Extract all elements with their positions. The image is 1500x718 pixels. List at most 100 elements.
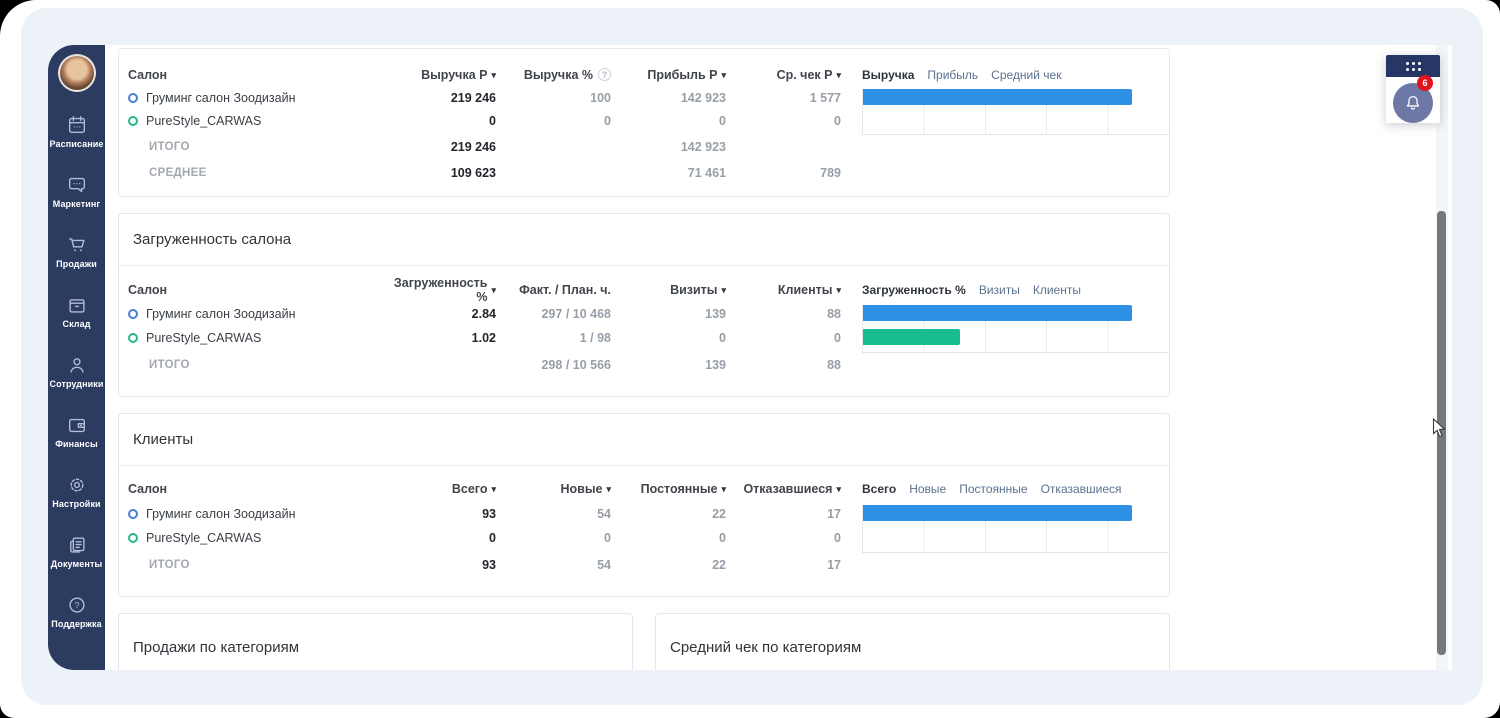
column-header-revenue-pct[interactable]: Выручка %	[502, 68, 617, 82]
column-label: Постоянные	[640, 482, 718, 496]
column-header-new[interactable]: Новые	[502, 482, 617, 496]
avatar[interactable]	[58, 54, 96, 92]
sort-icon	[487, 68, 496, 82]
main-content: Салон Выручка Р Выручка % Прибыль Р Ср. …	[105, 45, 1452, 670]
legend-tab-revenue[interactable]: Выручка	[862, 67, 915, 82]
chart-bar	[863, 89, 1133, 105]
column-header-total[interactable]: Всего	[387, 482, 502, 496]
sidebar-item-finance[interactable]: Финансы	[48, 407, 105, 467]
sidebar-item-label: Настройки	[52, 499, 101, 509]
sort-icon	[832, 283, 841, 297]
sidebar-item-label: Поддержка	[51, 619, 102, 629]
card-title: Продажи по категориям	[133, 639, 300, 656]
cell-value: 0	[719, 331, 726, 345]
cell-value: 17	[827, 507, 841, 521]
column-header-visits[interactable]: Визиты	[617, 283, 732, 297]
table-row: PureStyle_CARWAS 0 0 0 0	[119, 526, 1169, 553]
salon-link[interactable]: PureStyle_CARWAS	[146, 331, 262, 345]
cell-value: 100	[590, 90, 611, 105]
legend-tab-avg-check[interactable]: Средний чек	[991, 67, 1062, 82]
notification-badge: 6	[1417, 75, 1433, 91]
sort-icon	[832, 482, 841, 496]
legend-tab-clients[interactable]: Клиенты	[1032, 283, 1081, 297]
question-icon: ?	[68, 597, 85, 613]
chart-legend: Всего Новые Постоянные Отказавшиеся	[847, 476, 1169, 502]
cell-value: 219 246	[450, 139, 496, 154]
column-header-salon: Салон	[119, 68, 387, 82]
column-header-regular[interactable]: Постоянные	[617, 482, 732, 496]
cell-value: 297 / 10 468	[541, 307, 611, 321]
table-row: Груминг салон Зоодизайн 2.84 297 / 10 46…	[119, 302, 1169, 329]
cell-value: 93	[482, 507, 496, 521]
sort-icon	[717, 68, 726, 82]
info-icon[interactable]	[598, 68, 611, 81]
box-icon	[68, 299, 85, 313]
salon-link[interactable]: Груминг салон Зоодизайн	[146, 90, 296, 105]
sort-icon	[717, 482, 726, 496]
column-header-clients[interactable]: Клиенты	[732, 283, 847, 297]
sidebar-item-label: Маркетинг	[52, 199, 101, 209]
column-header-churned[interactable]: Отказавшиеся	[732, 482, 847, 496]
sidebar-item-label: Документы	[50, 559, 103, 569]
column-label: Отказавшиеся	[743, 482, 833, 496]
chart-area	[862, 89, 1169, 112]
chart-area	[862, 305, 1169, 329]
column-label: Факт. / План. ч.	[519, 283, 611, 297]
legend-tab-regular[interactable]: Постоянные	[959, 482, 1028, 496]
sidebar-item-support[interactable]: ? Поддержка	[48, 587, 105, 647]
sidebar-item-staff[interactable]: Сотрудники	[48, 347, 105, 407]
legend-tab-occupancy[interactable]: Загруженность %	[862, 283, 966, 297]
avg-check-by-category-card: Средний чек по категориям	[655, 613, 1170, 670]
sidebar-item-settings[interactable]: Настройки	[48, 467, 105, 527]
cell-value: 93	[482, 558, 496, 572]
cell-value: 142 923	[680, 139, 726, 154]
total-label: ИТОГО	[149, 140, 190, 153]
sales-by-category-card: Продажи по категориям	[118, 613, 633, 670]
legend-tab-total[interactable]: Всего	[862, 482, 897, 496]
column-label: Всего	[451, 482, 488, 496]
sidebar-item-schedule[interactable]: Расписание	[48, 107, 105, 167]
column-header-avg-check[interactable]: Ср. чек Р	[732, 68, 847, 82]
legend-tab-new[interactable]: Новые	[909, 482, 947, 496]
chart-bar	[863, 305, 1133, 321]
cell-value: 2.84	[471, 307, 496, 321]
column-header-salon: Салон	[119, 283, 387, 297]
chart-area	[862, 505, 1169, 529]
scrollbar-thumb[interactable]	[1437, 211, 1446, 655]
salon-link[interactable]: PureStyle_CARWAS	[146, 113, 262, 128]
table-row: PureStyle_CARWAS 1.02 1 / 98 0 0	[119, 326, 1169, 353]
column-header-revenue[interactable]: Выручка Р	[387, 68, 502, 82]
column-header-occupancy[interactable]: Загруженность %	[387, 276, 502, 304]
salon-link[interactable]: Груминг салон Зоодизайн	[146, 307, 296, 321]
person-icon	[69, 358, 84, 373]
apps-grid-button[interactable]	[1386, 55, 1440, 77]
sidebar-item-marketing[interactable]: Маркетинг	[48, 167, 105, 227]
legend-tab-profit[interactable]: Прибыль	[927, 67, 979, 82]
sidebar-item-documents[interactable]: Документы	[48, 527, 105, 587]
chart-bar	[863, 505, 1133, 521]
column-label: Выручка %	[523, 67, 593, 82]
salon-link[interactable]: Груминг салон Зоодизайн	[146, 507, 296, 521]
cell-value: 139	[705, 358, 726, 372]
total-label: ИТОГО	[149, 559, 190, 571]
cell-value: 298 / 10 566	[541, 358, 611, 372]
chart-legend: Загруженность % Визиты Клиенты	[847, 276, 1169, 304]
quick-panel: 6	[1386, 55, 1440, 123]
salon-status-icon	[128, 92, 138, 103]
legend-tab-churned[interactable]: Отказавшиеся	[1040, 482, 1122, 496]
average-row: СРЕДНЕЕ 109 623 71 461 789	[119, 161, 1169, 184]
total-label: ИТОГО	[149, 359, 190, 371]
column-label: Визиты	[670, 283, 718, 297]
column-label: Салон	[128, 482, 168, 496]
column-header-profit[interactable]: Прибыль Р	[617, 68, 732, 82]
wallet-icon	[68, 418, 85, 433]
sort-icon	[487, 283, 496, 297]
legend-tab-visits[interactable]: Визиты	[978, 283, 1020, 297]
totals-row: ИТОГО 298 / 10 566 139 88	[119, 353, 1169, 377]
salon-link[interactable]: PureStyle_CARWAS	[146, 531, 262, 545]
cell-value: 789	[820, 165, 841, 180]
column-label: Клиенты	[777, 283, 833, 297]
sidebar-item-warehouse[interactable]: Склад	[48, 287, 105, 347]
sidebar-item-sales[interactable]: Продажи	[48, 227, 105, 287]
